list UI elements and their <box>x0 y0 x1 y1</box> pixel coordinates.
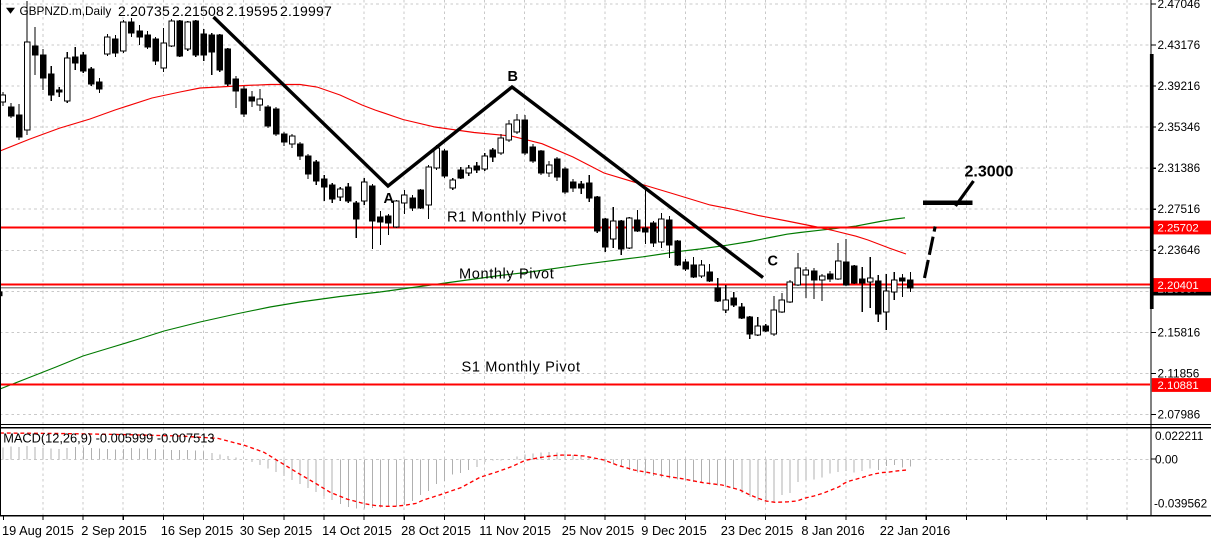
svg-text:2.10881: 2.10881 <box>1158 380 1199 392</box>
svg-text:2.35346: 2.35346 <box>1158 120 1201 134</box>
svg-text:9 Dec 2015: 9 Dec 2015 <box>641 523 706 538</box>
svg-text:22 Jan 2016: 22 Jan 2016 <box>880 523 950 538</box>
svg-text:R1 Monthly Pivot: R1 Monthly Pivot <box>447 210 567 226</box>
svg-text:2.20735: 2.20735 <box>118 3 170 19</box>
svg-text:2.47046: 2.47046 <box>1158 0 1201 11</box>
svg-text:2.27516: 2.27516 <box>1158 202 1201 216</box>
svg-text:23 Dec 2015: 23 Dec 2015 <box>721 523 794 538</box>
svg-text:2.19595: 2.19595 <box>226 3 278 19</box>
svg-text:C: C <box>768 254 779 270</box>
svg-text:30 Sep 2015: 30 Sep 2015 <box>240 523 313 538</box>
svg-text:A: A <box>384 191 395 207</box>
svg-text:B: B <box>508 69 518 85</box>
svg-text:14 Oct 2015: 14 Oct 2015 <box>322 523 392 538</box>
svg-text:MACD(12,26,9) -0.005999 -0.007: MACD(12,26,9) -0.005999 -0.007513 <box>3 430 214 445</box>
svg-text:2.19997: 2.19997 <box>280 3 332 19</box>
svg-text:2.25702: 2.25702 <box>1158 223 1199 235</box>
svg-text:-0.039562: -0.039562 <box>1154 497 1207 511</box>
svg-text:2.43176: 2.43176 <box>1158 38 1201 52</box>
svg-text:2.23646: 2.23646 <box>1158 243 1201 257</box>
svg-text:28 Oct 2015: 28 Oct 2015 <box>401 523 471 538</box>
svg-text:2.39216: 2.39216 <box>1158 79 1201 93</box>
svg-text:8 Jan 2016: 8 Jan 2016 <box>801 523 864 538</box>
svg-text:0.022211: 0.022211 <box>1155 429 1203 443</box>
svg-text:2.11856: 2.11856 <box>1158 366 1200 380</box>
svg-text:11 Nov 2015: 11 Nov 2015 <box>479 523 551 538</box>
svg-text:2.31386: 2.31386 <box>1158 161 1201 175</box>
svg-text:2 Sep 2015: 2 Sep 2015 <box>81 523 146 538</box>
svg-text:2.3000: 2.3000 <box>965 164 1014 181</box>
svg-text:0.00: 0.00 <box>1155 452 1178 466</box>
svg-text:19 Aug 2015: 19 Aug 2015 <box>2 523 74 538</box>
svg-text:2.21508: 2.21508 <box>172 3 224 19</box>
svg-text:2.20401: 2.20401 <box>1158 280 1199 292</box>
svg-text:Monthly Pivot: Monthly Pivot <box>459 266 554 282</box>
svg-text:GBPNZD.m,Daily: GBPNZD.m,Daily <box>20 4 112 18</box>
svg-text:S1 Monthly Pivot: S1 Monthly Pivot <box>462 359 581 375</box>
svg-text:25 Nov 2015: 25 Nov 2015 <box>562 523 635 538</box>
svg-text:2.15816: 2.15816 <box>1158 325 1201 339</box>
svg-text:16 Sep 2015: 16 Sep 2015 <box>161 523 234 538</box>
svg-text:2.07986: 2.07986 <box>1158 407 1201 421</box>
